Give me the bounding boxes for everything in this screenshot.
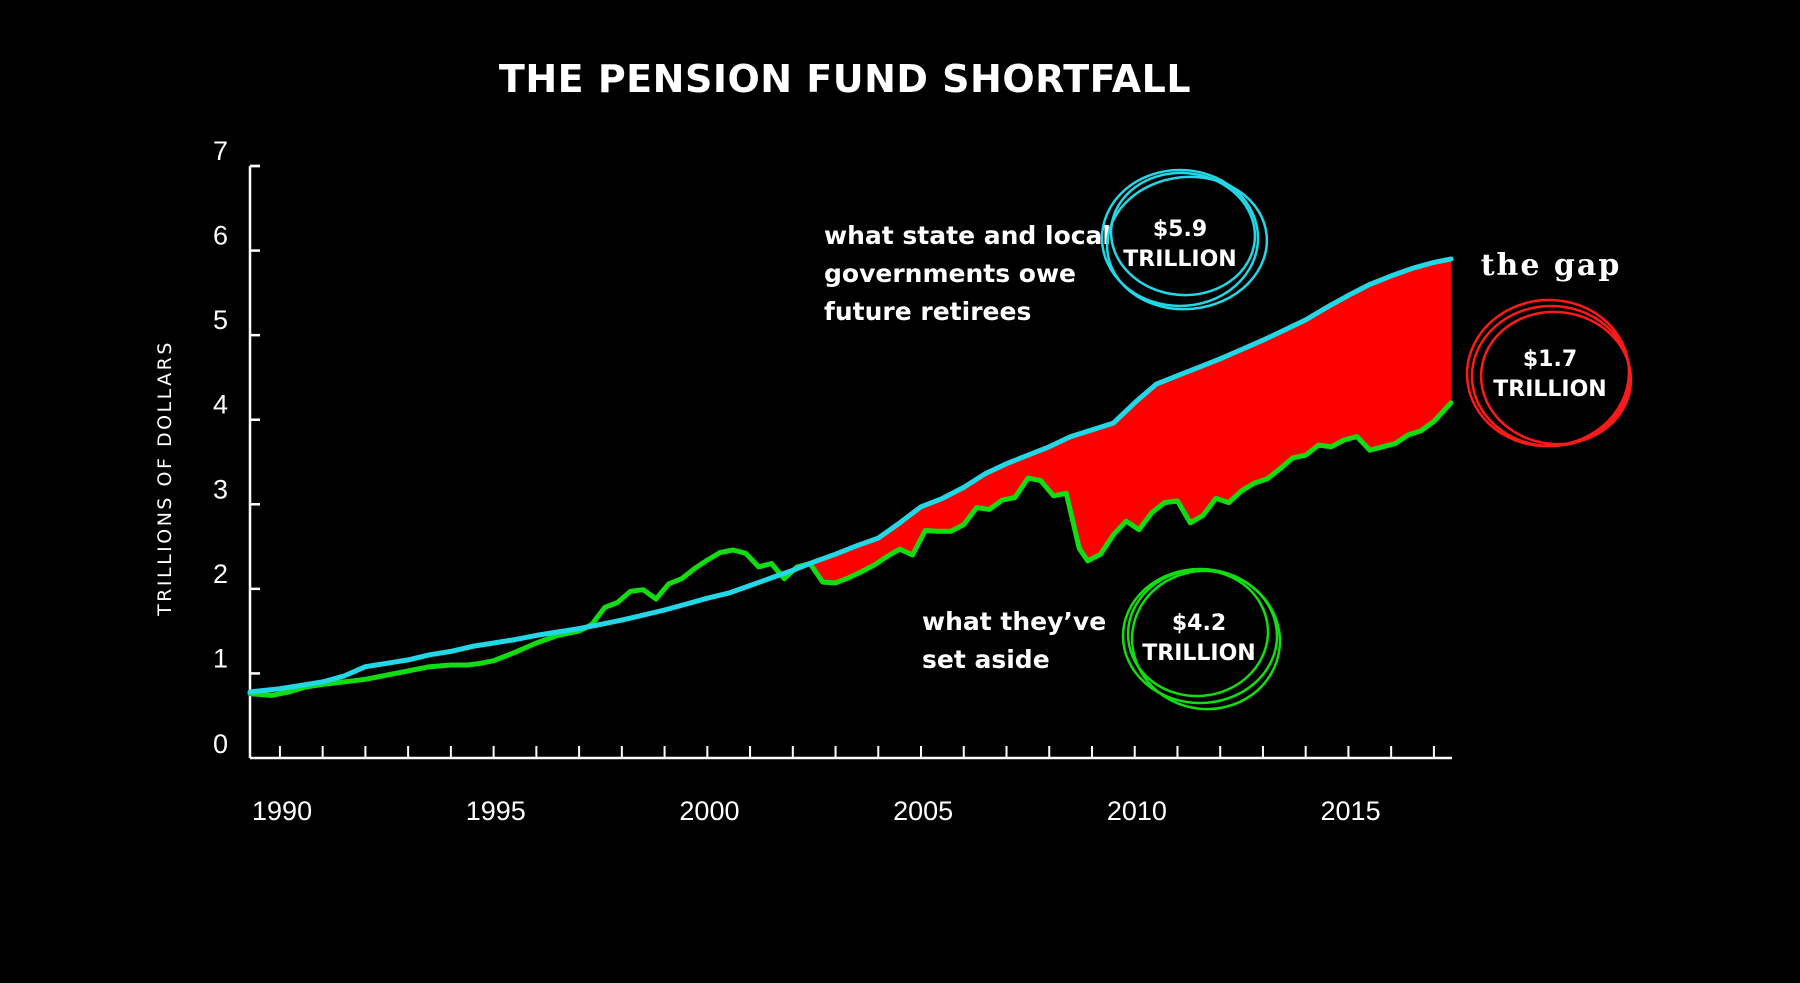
y-tick-label: 7: [213, 136, 228, 166]
series-line-assets: [247, 400, 1454, 698]
y-tick-label: 6: [213, 221, 228, 251]
gap-badge-value: $1.7: [1523, 347, 1577, 372]
gap-area: [797, 259, 1451, 583]
axes: 0 1 2 3 4 5 6 7 1990 1995 2000 2005 2010 2015: [213, 136, 1452, 826]
chart-title: THE PENSION FUND SHORTFALL: [499, 57, 1191, 101]
y-tick-label: 5: [213, 305, 228, 335]
y-tick-label: 0: [213, 729, 228, 759]
y-tick-label: 4: [213, 390, 228, 420]
liabilities-badge-unit: TRILLION: [1123, 247, 1236, 272]
gap-area-layer: [797, 259, 1451, 583]
series-lines: [247, 256, 1454, 698]
x-tick-label: 2000: [679, 796, 739, 826]
assets-badge-unit: TRILLION: [1142, 641, 1255, 666]
x-tick-label: 2010: [1107, 796, 1167, 826]
liabilities-badge-circles: [1100, 168, 1269, 311]
y-tick-label: 3: [213, 474, 228, 504]
x-tick-label: 2015: [1321, 796, 1381, 826]
y-tick-label: 2: [213, 559, 228, 589]
assets-badge-value: $4.2: [1172, 611, 1226, 636]
x-tick-label: 1995: [466, 796, 526, 826]
liabilities-text-line-2: governments owe: [824, 259, 1076, 288]
liabilities-annotation: what state and local governments owe fut…: [824, 168, 1269, 326]
assets-annotation: what they’ve set aside $4.2 TRILLION: [922, 567, 1282, 711]
x-tick-label: 1990: [252, 796, 312, 826]
y-tick-label: 1: [213, 643, 228, 673]
liabilities-text-line-1: what state and local: [824, 221, 1111, 250]
y-axis-label: TRILLIONS OF DOLLARS: [154, 340, 176, 617]
liabilities-badge-value: $5.9: [1153, 217, 1207, 242]
liabilities-text-line-3: future retirees: [824, 297, 1031, 326]
assets-text-line-1: what they’ve: [922, 607, 1106, 636]
series-line-liabilities: [247, 256, 1454, 695]
gap-badge-circles: [1465, 298, 1633, 448]
x-tick-label: 2005: [893, 796, 953, 826]
assets-text-line-2: set aside: [922, 645, 1050, 674]
gap-label: the gap: [1481, 248, 1622, 283]
gap-annotation: the gap $1.7 TRILLION: [1465, 248, 1633, 448]
assets-badge-circles: [1121, 567, 1282, 711]
gap-badge-unit: TRILLION: [1493, 377, 1606, 402]
